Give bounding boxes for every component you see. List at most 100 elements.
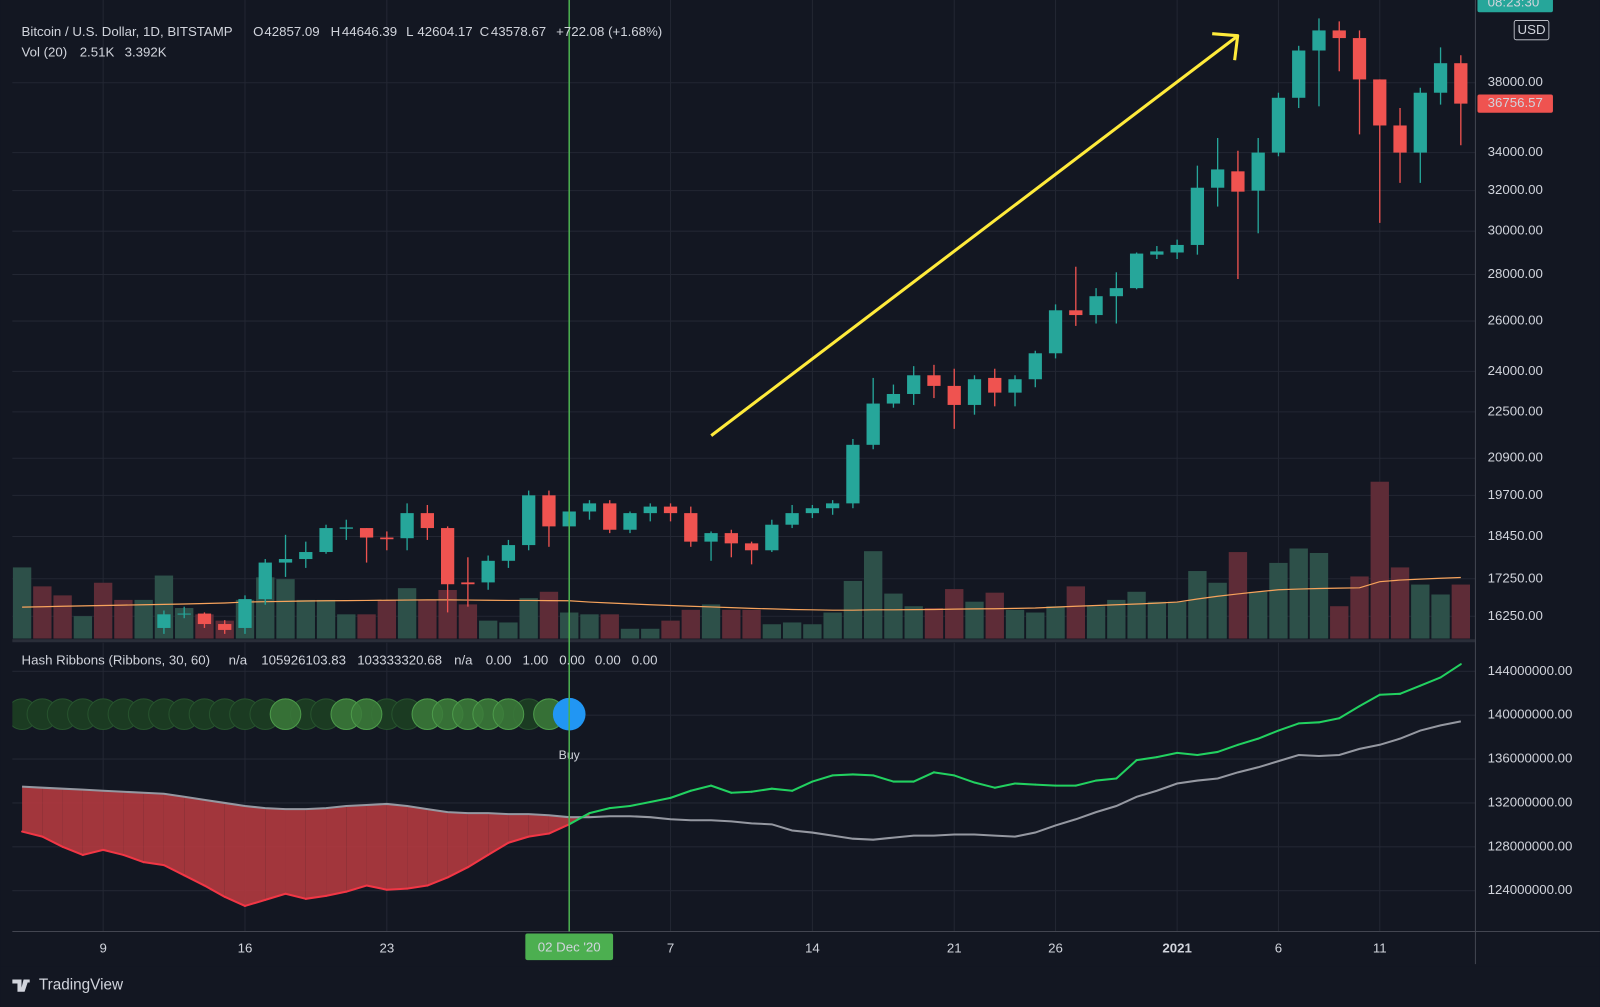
- candle-body: [967, 379, 982, 405]
- y-tick-label: 34000.00: [1488, 144, 1543, 159]
- y-tick-label: 17250.00: [1488, 570, 1543, 585]
- fast-line-segment: [325, 890, 348, 897]
- fast-line-segment: [831, 773, 854, 777]
- fast-line-segment: [1074, 779, 1098, 787]
- ohlc-value: 44646.39: [342, 24, 397, 39]
- fast-line-segment: [365, 884, 388, 891]
- fast-line-segment: [183, 874, 206, 887]
- x-tick-label: 11: [1373, 940, 1387, 955]
- candle-body: [582, 503, 597, 512]
- volume-bar: [641, 628, 660, 639]
- candle-body: [1352, 38, 1367, 80]
- ohlc-key: O: [253, 24, 263, 39]
- fast-line-segment: [162, 864, 186, 877]
- volume-bar: [1431, 594, 1450, 639]
- candle-body: [461, 582, 475, 585]
- ribbon-fill: [346, 805, 367, 892]
- x-tick-label: 26: [1048, 940, 1063, 955]
- volume-bar: [499, 622, 518, 639]
- fast-line-segment: [243, 898, 267, 907]
- candle-body: [1332, 30, 1346, 39]
- candle-body: [258, 562, 272, 600]
- fast-line-segment: [993, 782, 1017, 789]
- volume-bar: [701, 604, 721, 639]
- candle-body: [1048, 310, 1063, 354]
- candle-body: [643, 506, 657, 514]
- y-tick-label: 28000.00: [1488, 266, 1543, 281]
- candle-body: [1312, 30, 1326, 51]
- ribbon-fill: [163, 793, 185, 876]
- candle-body: [724, 533, 738, 544]
- footer: [0, 966, 1600, 1007]
- candle-body: [359, 528, 374, 538]
- x-tick-label: 14: [805, 940, 820, 955]
- volume-bar: [803, 624, 822, 639]
- candle-body: [1231, 171, 1245, 192]
- fast-line-segment: [1338, 705, 1361, 720]
- volume-bar: [134, 599, 153, 639]
- candle-body: [623, 513, 637, 530]
- y-tick-label: 136000000.00: [1488, 751, 1573, 766]
- volume-bar: [1127, 591, 1146, 639]
- grid: [12, 0, 1476, 932]
- fast-line-segment: [223, 895, 247, 907]
- ribbon-fill: [528, 814, 549, 837]
- fast-line-segment: [81, 848, 105, 856]
- fast-line-segment: [142, 861, 165, 867]
- ribbon-fill: [386, 803, 408, 890]
- candle-body: [1008, 379, 1022, 393]
- fast-line-segment: [284, 892, 307, 900]
- candle-body: [907, 375, 921, 394]
- volume-bar: [1066, 586, 1085, 639]
- fast-line-segment: [547, 823, 571, 835]
- candle-body: [1190, 187, 1205, 245]
- x-tick-label: 21: [947, 940, 962, 955]
- volume-bar: [1167, 601, 1187, 639]
- fast-line-segment: [1013, 782, 1037, 786]
- slow-line: [22, 720, 1462, 841]
- y-tick-label: 30000.00: [1488, 223, 1543, 238]
- volume-bar: [1005, 609, 1025, 639]
- volume-bar: [93, 582, 113, 639]
- x-tick-label: 9: [99, 940, 106, 955]
- volume-bar: [519, 598, 538, 639]
- brand-name: TradingView: [39, 977, 124, 994]
- fast-line-segment: [1257, 729, 1280, 740]
- fast-line-segment: [264, 892, 287, 901]
- fast-line-segment: [649, 796, 672, 803]
- fast-line-segment: [21, 830, 44, 838]
- volume-bar: [458, 604, 478, 639]
- volume-bar: [1249, 591, 1268, 639]
- volume-bar: [296, 599, 315, 639]
- ribbon-fill: [265, 808, 286, 900]
- trend-arrow-head: [1212, 32, 1240, 61]
- candle-body: [420, 513, 434, 529]
- fast-line-segment: [1034, 783, 1057, 787]
- volume-bar: [742, 609, 761, 639]
- candle-body: [866, 403, 880, 445]
- volume-bar: [1107, 599, 1126, 639]
- y-tick-label: 38000.00: [1488, 74, 1543, 89]
- volume-bar: [945, 589, 964, 639]
- fast-line-segment: [791, 780, 814, 792]
- candle-body: [238, 599, 252, 628]
- y-tick-label: 124000000.00: [1488, 882, 1573, 897]
- ribbon-fill: [467, 813, 489, 868]
- y-tick-label: 19700.00: [1488, 487, 1543, 502]
- volume-bar: [782, 622, 802, 639]
- candle-body: [1069, 310, 1083, 316]
- fast-line-segment: [61, 845, 84, 856]
- candle-body: [157, 614, 171, 628]
- fast-line-segment: [1317, 717, 1341, 724]
- ribbon-fill: [427, 809, 448, 886]
- change-value: +722.08 (+1.68%): [556, 24, 662, 39]
- candle-body: [481, 560, 495, 583]
- volume-bar: [1390, 567, 1410, 639]
- ribbon-fill: [548, 815, 570, 834]
- ribbon-fill: [22, 786, 43, 837]
- volume-bar: [823, 612, 842, 639]
- volume-bar: [1269, 562, 1288, 639]
- volume-bar: [53, 595, 72, 639]
- currency-label: USD: [1518, 22, 1546, 37]
- legend: Bitcoin / U.S. Dollar, 1D, BITSTAMP O 4285…: [22, 24, 663, 667]
